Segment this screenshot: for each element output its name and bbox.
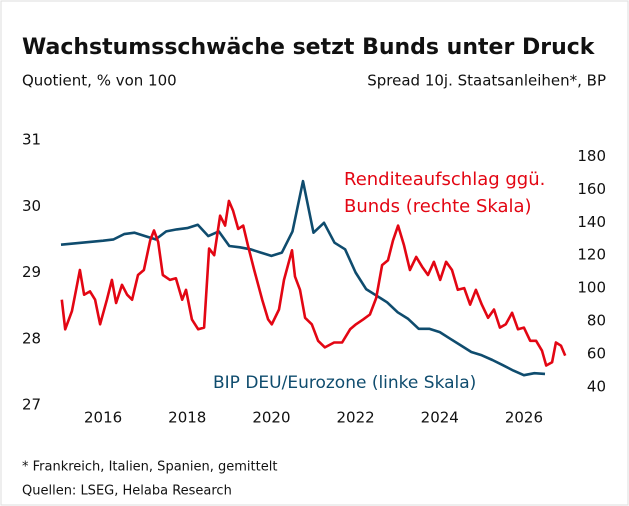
y-tick-label: 30 (22, 197, 41, 215)
y2-tick-label: 120 (577, 246, 606, 264)
y2-tick-label: 60 (587, 344, 606, 362)
x-tick-label: 2020 (252, 409, 290, 427)
chart-title: Wachstumsschwäche setzt Bunds unter Druc… (22, 35, 596, 60)
y2-axis-label: Spread 10j. Staatsanleihen*, BP (367, 72, 606, 90)
y2-tick-label: 80 (587, 312, 606, 330)
x-tick-label: 2024 (421, 409, 459, 427)
y-tick-label: 28 (22, 329, 41, 347)
y2-tick-label: 100 (577, 279, 606, 297)
y2-tick-label: 40 (587, 377, 606, 395)
x-tick-label: 2018 (168, 409, 206, 427)
footnote: Quellen: LSEG, Helaba Research (22, 484, 232, 499)
y2-tick-label: 180 (577, 147, 606, 165)
footnote: * Frankreich, Italien, Spanien, gemittel… (22, 460, 277, 475)
y-axis-label: Quotient, % von 100 (22, 72, 177, 90)
x-tick-label: 2016 (84, 409, 122, 427)
annotation: Renditeaufschlag ggü. (344, 169, 545, 190)
annotation: Bunds (rechte Skala) (344, 196, 532, 217)
y-tick-label: 27 (22, 396, 41, 414)
x-tick-label: 2022 (336, 409, 374, 427)
y2-tick-label: 160 (577, 180, 606, 198)
y-tick-label: 29 (22, 263, 41, 281)
line-series (60, 179, 546, 377)
annotation: BIP DEU/Eurozone (linke Skala) (213, 373, 476, 393)
line-series (60, 199, 567, 367)
x-tick-label: 2026 (505, 409, 543, 427)
y-tick-label: 31 (22, 131, 41, 149)
y2-tick-label: 140 (577, 213, 606, 231)
